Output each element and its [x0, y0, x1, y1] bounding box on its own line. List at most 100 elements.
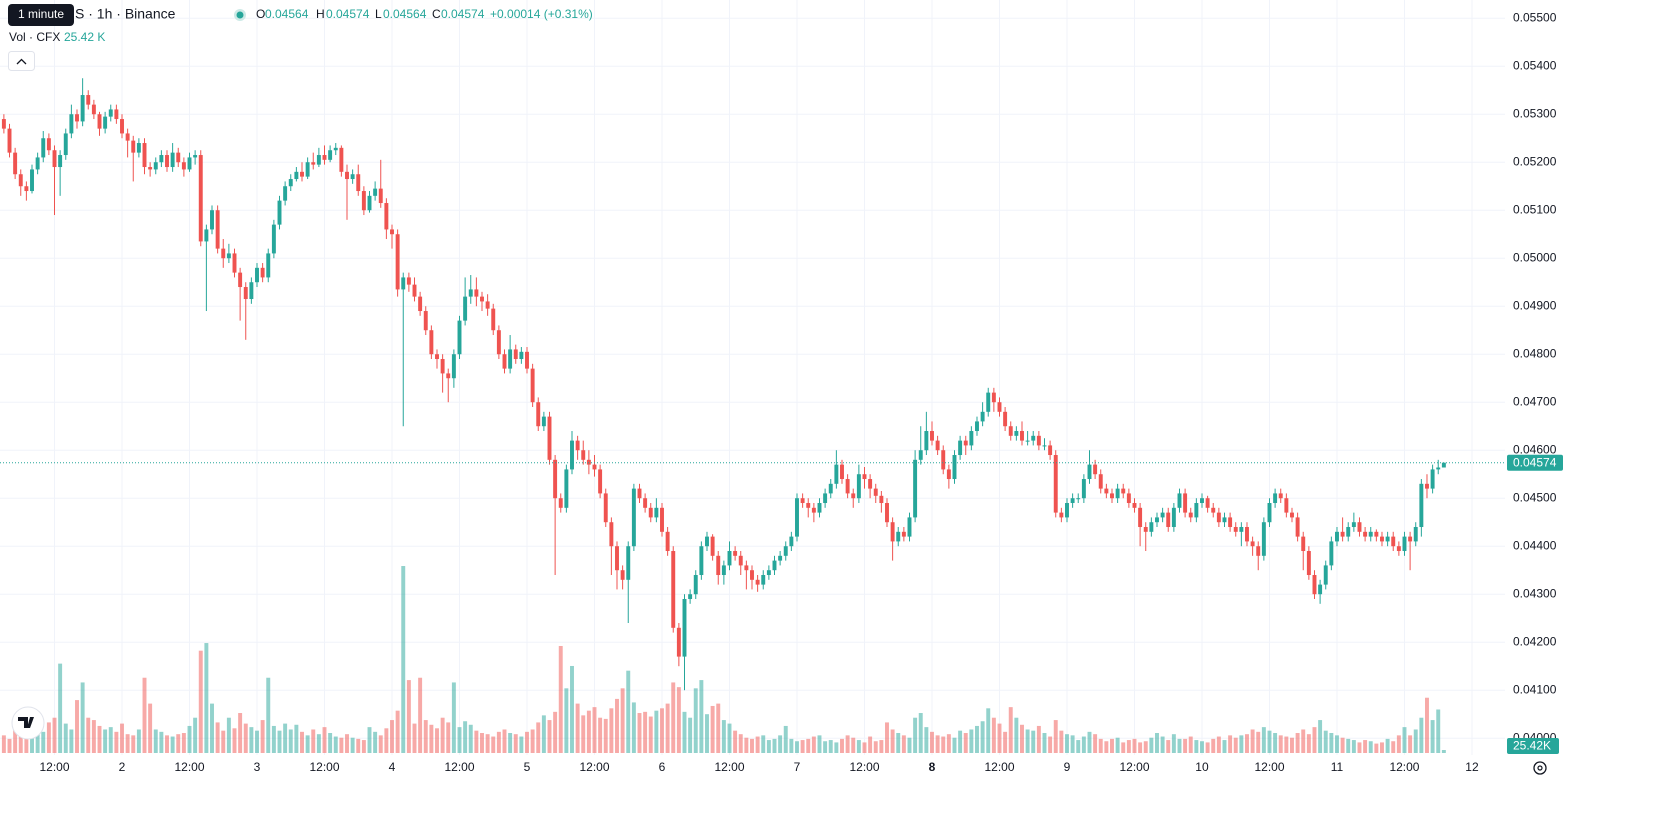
volume-bar: [817, 735, 822, 753]
volume-bar: [1053, 720, 1058, 753]
volume-bar: [811, 736, 816, 753]
candle-body: [401, 277, 406, 290]
x-tick-label: 11: [1331, 760, 1344, 774]
volume-bar: [13, 729, 18, 753]
candle-body: [1065, 503, 1069, 518]
candle-body: [1183, 493, 1188, 513]
volume-bar: [1211, 738, 1216, 753]
volume-bar: [924, 727, 929, 753]
x-tick-label: 12:00: [714, 760, 744, 774]
candle-body: [1273, 493, 1278, 504]
candle-body: [46, 138, 51, 151]
volume-bar: [1177, 738, 1182, 753]
candle-body: [1104, 488, 1109, 494]
candle-body: [474, 289, 479, 297]
candle-body: [980, 411, 985, 422]
y-tick-label: 0.05000: [1513, 250, 1557, 264]
volume-bar: [592, 707, 597, 753]
volume-bar: [705, 714, 709, 753]
volume-bar: [136, 729, 141, 753]
legend-header: TetherUS · 1h · Binance 1 minute O 0.045…: [8, 4, 593, 71]
volume-bar: [727, 723, 732, 753]
volume-bar: [958, 730, 963, 753]
volume-bar: [1323, 730, 1328, 753]
x-tick-label: 12:00: [984, 760, 1014, 774]
volume-bar: [508, 733, 513, 753]
candle-body: [41, 138, 46, 158]
volume-bar: [716, 703, 721, 753]
candle-body: [1430, 469, 1435, 489]
volume-bar: [1188, 736, 1193, 753]
volume-tag-label: 25.42K: [1513, 739, 1551, 753]
x-tick-label: 9: [1064, 760, 1071, 774]
volume-bar: [97, 725, 102, 753]
candle-body: [660, 507, 664, 532]
candle-body: [69, 114, 74, 134]
candle-body: [463, 296, 468, 321]
volume-bar: [1306, 734, 1311, 753]
volume-bar: [1183, 738, 1188, 753]
candle-body: [1323, 565, 1328, 585]
candle-body: [446, 373, 451, 379]
volume-bar: [496, 731, 501, 753]
tooltip-text: 1 minute: [18, 7, 64, 21]
x-tick-label: 8: [929, 760, 936, 774]
candle-body: [1143, 527, 1148, 532]
volume-bar: [204, 643, 209, 753]
candle-body: [1053, 455, 1058, 513]
candle-body: [958, 440, 963, 456]
candle-body: [7, 128, 12, 153]
volume-bar: [1104, 741, 1109, 753]
candle-body: [733, 551, 738, 556]
candle-body: [862, 474, 867, 480]
candle-body: [1385, 536, 1390, 542]
candle-body: [226, 253, 231, 259]
volume-bar: [1273, 733, 1278, 753]
candle-body: [648, 507, 653, 518]
volume-bar: [1, 735, 6, 753]
candle-body: [221, 248, 226, 259]
candle-body: [13, 152, 18, 175]
candle-body: [575, 440, 580, 451]
candle-body: [750, 570, 754, 580]
candle-body: [1436, 467, 1441, 470]
volume-bar: [586, 710, 591, 753]
volume-bar: [474, 730, 479, 753]
volume-bar: [997, 723, 1002, 753]
collapse-button[interactable]: [8, 51, 35, 71]
candle-body: [502, 354, 507, 369]
volume-bar: [232, 728, 237, 753]
candle-body: [1115, 488, 1120, 499]
y-tick-label: 0.04400: [1513, 538, 1557, 552]
candle-body: [795, 498, 799, 537]
volume-bar: [991, 717, 996, 753]
volume-bar: [643, 711, 648, 753]
volume-bar: [86, 717, 91, 753]
volume-bar: [1205, 742, 1210, 753]
candle-body: [811, 507, 816, 513]
indicator-name: Vol · CFX: [9, 30, 60, 44]
collapse-icon: [16, 58, 27, 65]
settings-button[interactable]: [1533, 761, 1547, 775]
candle-body: [1402, 536, 1407, 552]
y-tick-label: 0.05300: [1513, 106, 1557, 120]
candle-body: [761, 575, 766, 585]
volume-bar: [885, 722, 889, 753]
volume-bar: [18, 723, 23, 753]
volume-bar: [631, 702, 636, 753]
candle-body: [249, 282, 254, 300]
volume-bar: [423, 720, 428, 753]
volume-bar: [328, 733, 333, 753]
volume-bar: [693, 688, 698, 753]
candle-body: [1357, 522, 1362, 532]
candle-body: [778, 555, 783, 561]
volume-bar: [1200, 741, 1204, 753]
overlay: 0.04574 25.42K: [0, 454, 1563, 754]
candle-body: [423, 311, 428, 331]
candle-body: [1374, 531, 1379, 537]
candle-body: [615, 546, 619, 571]
volume-bar: [373, 731, 378, 753]
tv-logo[interactable]: [11, 706, 45, 740]
candle-body: [1132, 503, 1137, 508]
volume-bar: [58, 663, 63, 753]
